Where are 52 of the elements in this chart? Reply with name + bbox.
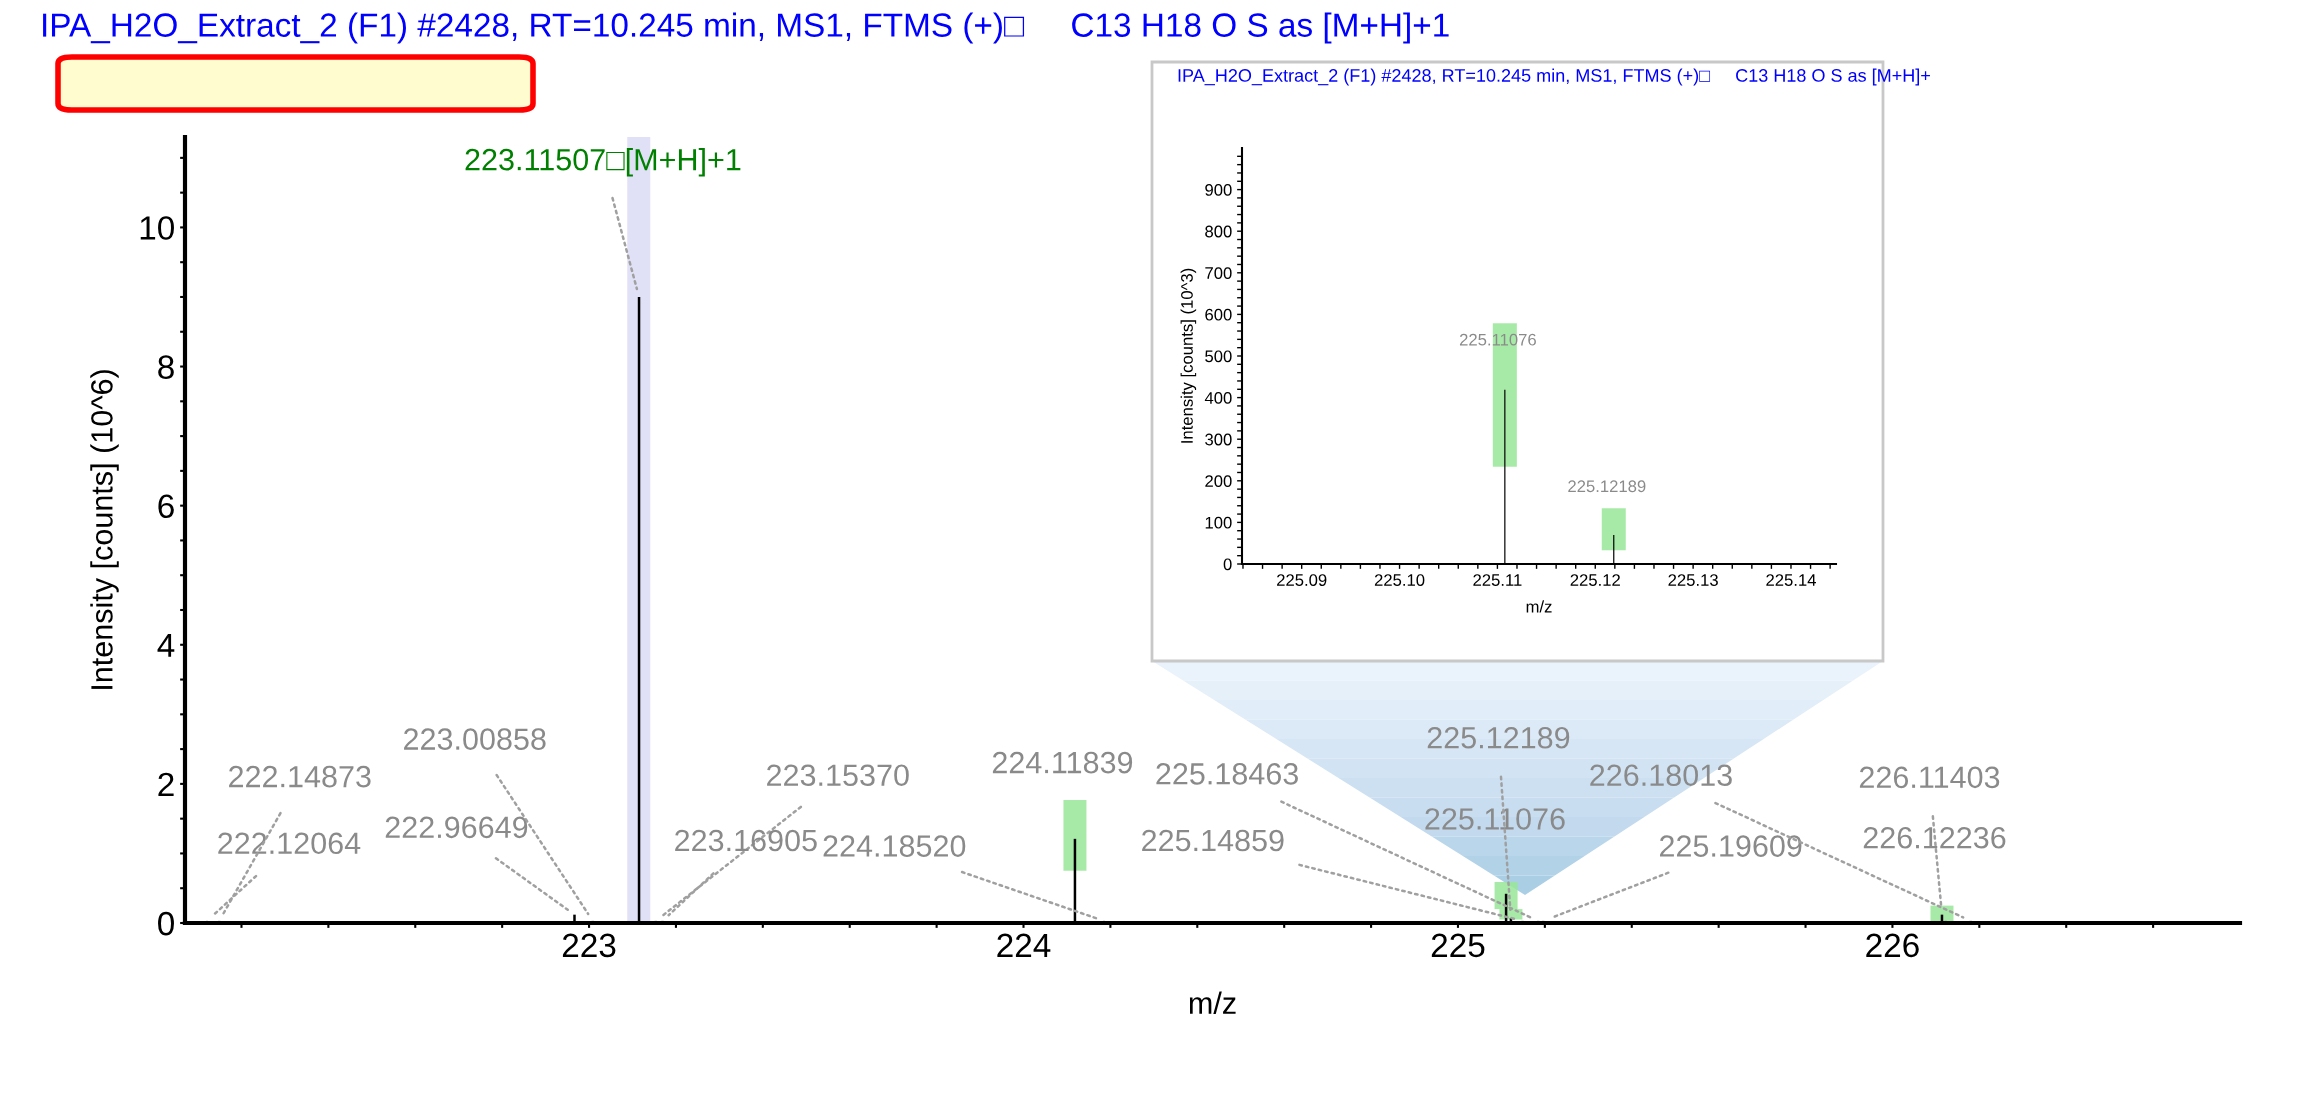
x-tick-label: 225.09: [1277, 574, 1327, 586]
annotation: 224.18520: [823, 835, 966, 857]
x-tick-label: 225.14: [1766, 574, 1816, 586]
x-tick-label: 225: [1431, 933, 1485, 958]
annotation: 225.12189: [1568, 480, 1646, 493]
y-tick-label: 500: [1205, 350, 1232, 363]
bar: [1063, 799, 1087, 871]
annotation: 226.12236: [1863, 826, 2006, 849]
y-tick-label: 6: [158, 494, 174, 519]
annotation: 224.11839: [992, 751, 1133, 774]
annotation: 225.11076: [1425, 808, 1565, 830]
annotation: 222.12064: [218, 832, 361, 855]
annotation: 226.18013: [1590, 764, 1732, 787]
y-tick-label: 400: [1204, 392, 1232, 404]
annotation: 222.14873: [229, 765, 371, 788]
y-axis-title: Intensity [counts] (10^6): [90, 370, 119, 689]
x-axis-title: m/z: [1189, 991, 1236, 1015]
bar: [1601, 508, 1626, 551]
annotation: 223.11507□[M+H]+1: [465, 148, 741, 177]
annotation: 223.16905: [675, 829, 817, 852]
x-tick-label: 225.10: [1374, 574, 1425, 586]
chart-title: IPA_H2O_Extract_2 (F1) #2428, RT=10.245 min, MS1, FTMS (+)□ C13 H18 O S as [M+H]+: [1178, 68, 1930, 86]
x-tick-label: 223: [562, 933, 616, 958]
y-tick-label: 200: [1205, 475, 1232, 487]
y-tick-label: 2: [158, 772, 174, 796]
annotation: 226.11403: [1859, 766, 2000, 789]
y-tick-label: 0: [1223, 558, 1232, 571]
chart-title: IPA_H2O_Extract_2 (F1) #2428, RT=10.245 min, MS1, FTMS (+)□ C13 H18 O S as [M+H]+1: [43, 12, 1449, 44]
x-tick-label: 225.11: [1473, 574, 1522, 586]
y-tick-label: 700: [1205, 267, 1232, 279]
annotation: 223.15370: [767, 764, 909, 787]
y-tick-label: 900: [1205, 184, 1232, 196]
x-axis-title: m/z: [1526, 600, 1552, 613]
y-tick-label: 8: [158, 355, 174, 379]
annotation: 222.96649: [385, 816, 528, 839]
x-tick-label: 225.12: [1570, 574, 1620, 586]
annotation: 223.00858: [404, 728, 546, 750]
y-tick-label: 4: [157, 633, 175, 657]
x-tick-label: 226: [1866, 933, 1919, 958]
annotation: 225.18463: [1156, 763, 1298, 785]
annotation: 225.12189: [1427, 726, 1570, 749]
annotation: 225.14859: [1142, 829, 1284, 852]
annotation: 225.19609: [1659, 835, 1802, 857]
y-tick-label: 100: [1205, 516, 1232, 529]
y-tick-label: 300: [1205, 433, 1232, 446]
y-tick-label: 10: [140, 216, 174, 240]
y-tick-label: 600: [1205, 308, 1232, 321]
y-tick-label: 800: [1205, 225, 1232, 238]
y-tick-label: 0: [158, 911, 174, 936]
x-tick-label: 225.13: [1668, 574, 1718, 586]
x-tick-label: 224: [997, 933, 1051, 957]
y-axis-title: Intensity [counts] (10^3): [1180, 268, 1197, 443]
